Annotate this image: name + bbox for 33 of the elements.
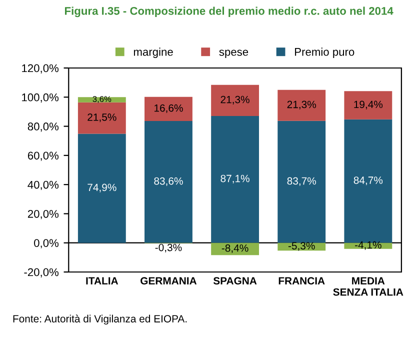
y-tick-label: -20,0% (24, 268, 59, 278)
data-label: -0,3% (155, 244, 182, 252)
data-label: 83,6% (154, 177, 183, 186)
y-tick-label: 100,0% (22, 93, 59, 103)
x-tick-label: FRANCIA (278, 277, 325, 285)
data-label: 21,3% (220, 96, 250, 104)
y-tick-label: 60,0% (28, 152, 59, 161)
y-tick-label: 120,0% (22, 64, 59, 74)
y-tick-label: 40,0% (28, 180, 59, 190)
chart-title: Figura I.35 - Composizione del premio medio r.c. auto nel 2014 (65, 6, 394, 18)
legend-label: Premio puro (295, 48, 354, 58)
x-tick-label: SPAGNA (213, 277, 257, 285)
data-label: -5,3% (288, 242, 315, 251)
data-label: 87,1% (220, 174, 250, 184)
data-label: -8,4% (222, 244, 248, 254)
y-tick-label: 20,0% (28, 210, 59, 220)
data-label: 3,6% (92, 96, 112, 103)
y-tick-label: 0,0% (34, 239, 59, 248)
legend-label: margine (134, 48, 173, 58)
source-note: Fonte: Autorità di Vigilanza ed EIOPA. (13, 314, 187, 325)
x-tick-label: GERMANIA (140, 277, 197, 285)
data-label: 83,7% (287, 177, 316, 186)
data-label: 19,4% (354, 100, 383, 110)
data-label: 84,7% (354, 176, 383, 186)
data-label: 74,9% (88, 184, 116, 192)
x-tick-label: ITALIA (86, 277, 118, 284)
y-tick-label: 80,0% (28, 122, 59, 132)
x-tick-label: MEDIA SENZA ITALIA (333, 277, 404, 296)
data-label: -4,1% (355, 241, 382, 250)
data-label: 21,5% (88, 113, 116, 122)
data-label: 21,3% (287, 100, 316, 110)
data-label: 16,6% (154, 104, 183, 113)
legend-label: spese (219, 50, 248, 58)
